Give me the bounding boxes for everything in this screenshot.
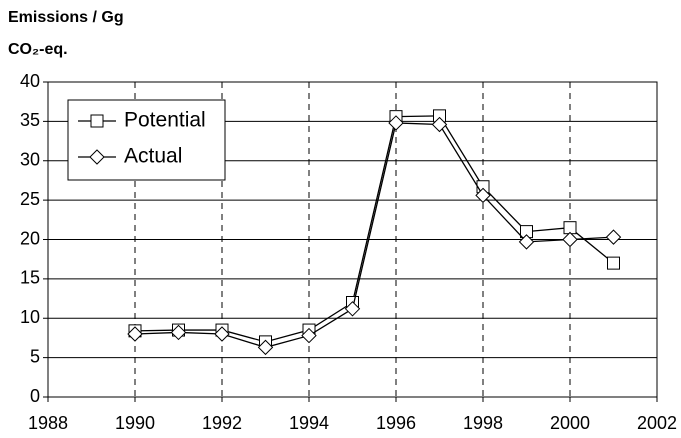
marker [301,327,317,344]
marker [214,326,230,342]
y-tick-label: 20 [20,228,40,248]
plot-frame [47,81,658,398]
marker [607,256,620,270]
marker [170,324,187,341]
marker [344,301,361,317]
y-tick-label: 40 [20,71,40,91]
marker [562,231,578,248]
marker [89,149,105,165]
marker [388,115,404,131]
marker [518,234,535,250]
marker [431,116,448,133]
x-tick-label: 1994 [289,413,329,433]
y-tick-label: 25 [20,189,40,209]
legend-label: Potential [124,109,206,132]
y-tick-label: 5 [30,346,40,366]
y-axis-label: Emissions / Gg [8,9,124,26]
marker [257,339,274,356]
y-tick-label: 15 [20,268,40,288]
x-tick-label: 1990 [115,413,155,433]
y-tick-label: 30 [20,150,40,170]
x-tick-label: 2000 [550,413,590,433]
marker [127,326,143,342]
x-tick-label: 1988 [28,413,68,433]
x-tick-label: 1992 [202,413,242,433]
marker [605,229,622,245]
x-tick-label: 1996 [376,413,416,433]
y-tick-label: 35 [20,110,40,130]
x-tick-label: 1998 [463,413,503,433]
y-axis-label: CO₂-eq. [8,41,68,58]
legend-box [67,99,226,181]
marker [90,114,104,128]
y-tick-label: 10 [20,307,40,327]
y-tick-label: 0 [30,386,40,406]
legend-label: Actual [124,145,182,168]
marker [475,187,491,204]
x-tick-label: 2002 [637,413,677,433]
series-line [134,115,614,343]
